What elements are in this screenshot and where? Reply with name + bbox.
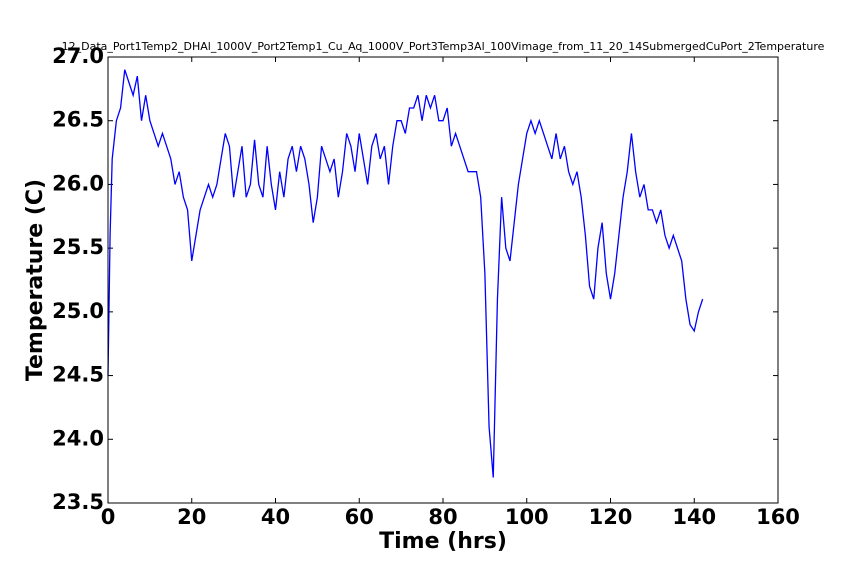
- x-tick-label: 60: [345, 505, 374, 529]
- x-axis-label: Time (hrs): [379, 529, 507, 554]
- x-tick-label: 120: [589, 505, 633, 529]
- x-tick-label: 100: [505, 505, 549, 529]
- y-tick-label: 25.5: [52, 235, 104, 259]
- y-tick-label: 24.5: [52, 363, 104, 387]
- data-line: [107, 69, 704, 478]
- y-axis-label: Temperature (C): [23, 179, 48, 381]
- chart-title: 12_Data_Port1Temp2_DHAl_1000V_Port2Temp1…: [62, 40, 825, 53]
- y-tick-label: 25.0: [52, 299, 104, 323]
- y-tick-label: 26.0: [52, 171, 104, 195]
- x-tick-label: 140: [672, 505, 716, 529]
- y-tick-label: 27.0: [52, 44, 104, 68]
- x-tick-label: 160: [756, 505, 800, 529]
- x-tick-label: 0: [101, 505, 116, 529]
- y-tick-label: 24.0: [52, 426, 104, 450]
- y-tick-label: 23.5: [52, 490, 104, 514]
- x-tick-label: 20: [177, 505, 206, 529]
- plot-frame: [107, 56, 779, 504]
- x-tick-label: 80: [428, 505, 457, 529]
- x-tick-label: 40: [261, 505, 290, 529]
- y-tick-label: 26.5: [52, 108, 104, 132]
